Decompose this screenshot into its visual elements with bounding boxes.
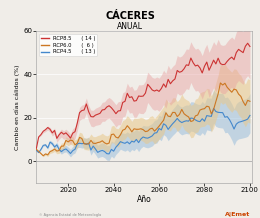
Text: A|Emet: A|Emet [225,212,250,217]
Text: ANUAL: ANUAL [117,22,143,31]
X-axis label: Año: Año [137,195,152,204]
Y-axis label: Cambio en días cálidos (%): Cambio en días cálidos (%) [15,64,21,150]
Legend: RCP8.5      ( 14 ), RCP6.0      (  6 ), RCP4.5      ( 13 ): RCP8.5 ( 14 ), RCP6.0 ( 6 ), RCP4.5 ( 13… [38,34,98,56]
Text: © Agencia Estatal de Meteorología: © Agencia Estatal de Meteorología [38,213,101,217]
Text: CÁCERES: CÁCERES [105,11,155,21]
